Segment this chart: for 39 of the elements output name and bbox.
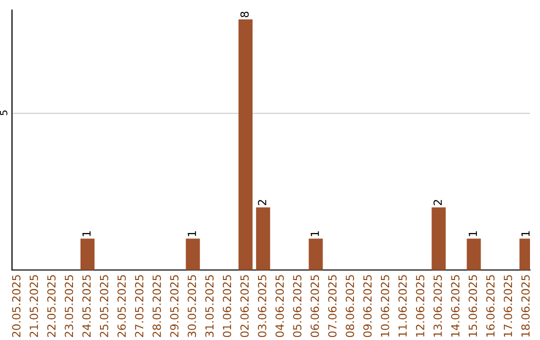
x-tick-label: 14.06.2025	[451, 275, 460, 337]
data-label: 1	[310, 231, 319, 236]
x-tick-label: 17.06.2025	[504, 275, 512, 337]
x-tick-label: 11.06.2025	[398, 275, 407, 337]
data-label: 1	[468, 231, 477, 236]
x-tick-label: 08.06.2025	[346, 275, 354, 338]
data-label: 1	[82, 231, 91, 236]
x-tick-label: 20.05.2025	[12, 275, 20, 337]
x-tick-label: 18.06.2025	[521, 275, 530, 337]
x-tick-label: 25.05.2025	[100, 275, 108, 337]
x-tick-label: 24.05.2025	[82, 275, 91, 337]
x-tick-label: 07.06.2025	[328, 275, 337, 338]
x-tick-label: 03.06.2025	[258, 275, 266, 338]
x-tick-label: 16.06.2025	[486, 275, 495, 337]
x-tick-label: 15.06.2025	[468, 275, 478, 337]
x-tick-label: 27.05.2025	[135, 275, 144, 337]
x-tick-label: 13.06.2025	[434, 275, 442, 337]
x-tick-label: 23.05.2025	[64, 275, 74, 337]
x-tick-label: 29.05.2025	[170, 275, 179, 337]
x-tick-label: 12.06.2025	[416, 275, 424, 337]
x-tick-label: 31.05.2025	[205, 275, 214, 337]
data-label: 8	[240, 12, 249, 18]
x-tick-label: 06.06.2025	[310, 275, 319, 338]
x-tick-label: 02.06.2025	[240, 275, 249, 338]
x-tick-label: 09.06.2025	[363, 275, 372, 338]
data-label: 1	[188, 231, 196, 236]
data-label: 1	[521, 231, 530, 236]
data-label: 2	[434, 200, 442, 206]
x-tick-label: 28.05.2025	[152, 275, 161, 337]
data-label: 2	[258, 200, 266, 206]
x-tick-label: 21.05.2025	[30, 275, 38, 337]
x-tick-label: 30.05.2025	[188, 275, 196, 337]
x-tick-label: 05.06.2025	[293, 275, 302, 338]
x-tick-label: 22.05.2025	[47, 275, 56, 337]
x-tick-label: 04.06.2025	[275, 275, 284, 338]
x-tick-label: 26.05.2025	[117, 275, 126, 337]
x-tick-label: 10.06.2025	[380, 275, 390, 337]
y-tick-label: 5	[0, 110, 8, 116]
x-tick-label: 01.06.2025	[222, 275, 232, 338]
